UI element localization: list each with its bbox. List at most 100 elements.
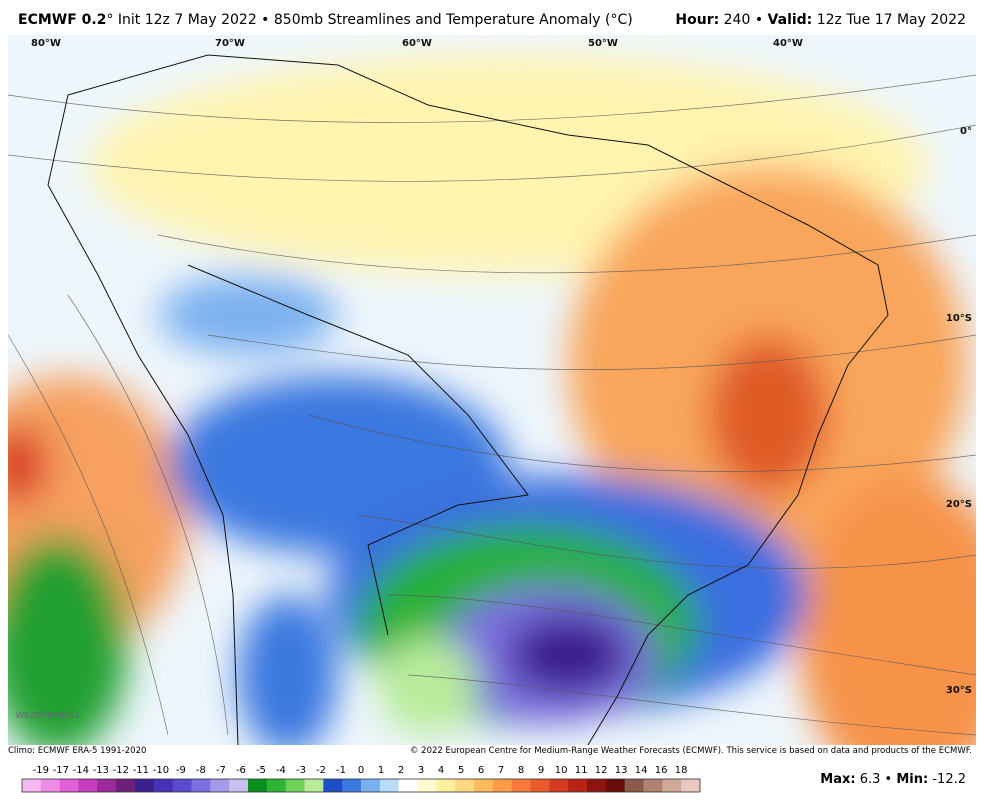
valid: 12z Tue 17 May 2022 — [812, 12, 966, 28]
swatch — [59, 779, 79, 792]
swatch — [511, 779, 531, 792]
colorbar-label: 1 — [378, 765, 384, 776]
swatch — [135, 779, 155, 792]
lon-label: 80°W — [31, 38, 61, 49]
colorbar-label: -7 — [216, 765, 226, 776]
header-left: ECMWF 0.2° Init 12z 7 May 2022 • 850mb S… — [18, 12, 633, 28]
colorbar-label: 2 — [398, 765, 404, 776]
lon-label: 50°W — [588, 38, 618, 49]
colorbar-label: -13 — [93, 765, 109, 776]
colorbar-label: 8 — [518, 765, 524, 776]
swatch — [191, 779, 211, 792]
title: ° Init 12z 7 May 2022 • 850mb Streamline… — [106, 12, 633, 28]
swatch — [22, 779, 42, 792]
lat-label: 0° — [960, 126, 972, 137]
header-right: Hour: 240 • Valid: 12z Tue 17 May 2022 — [675, 12, 966, 28]
swatch — [153, 779, 174, 792]
logo: WEATHERBELL — [15, 711, 80, 720]
lon-label: 40°W — [773, 38, 803, 49]
swatch — [436, 779, 456, 792]
climo: Climo: ECMWF ERA-5 1991-2020 — [8, 746, 147, 756]
coastlines — [47, 54, 889, 745]
model: ECMWF 0.2 — [18, 12, 107, 28]
colorbar-label: 18 — [675, 765, 688, 776]
colorbar-label: -1 — [336, 765, 346, 776]
swatch — [681, 779, 701, 792]
swatch — [229, 779, 249, 792]
field — [8, 35, 976, 745]
colorbar-label: -5 — [256, 765, 266, 776]
colorbar-label: -2 — [316, 765, 326, 776]
hour-label: Hour: — [675, 12, 720, 28]
colorbar-label: 9 — [538, 765, 544, 776]
colorbar-label: -12 — [113, 765, 129, 776]
colorbar-label: -10 — [153, 765, 169, 776]
min-value: -12.2 — [932, 772, 966, 787]
swatch — [549, 779, 569, 792]
lat-label: 30°S — [946, 685, 972, 696]
swatch — [304, 779, 324, 792]
swatch — [285, 779, 305, 792]
swatch — [323, 779, 343, 792]
swatch — [172, 779, 192, 792]
streamlines — [8, 74, 976, 736]
colorbar-label: 14 — [635, 765, 648, 776]
colorbar-label: 16 — [655, 765, 668, 776]
swatch — [587, 779, 607, 792]
swatch — [379, 779, 400, 792]
swatch — [530, 779, 550, 792]
colorbar-label: 12 — [595, 765, 608, 776]
hour: 240 • — [719, 12, 768, 28]
colorbar-frame — [21, 778, 701, 793]
lat-label: 10°S — [946, 313, 972, 324]
lon-label: 70°W — [215, 38, 245, 49]
colorbar-label: -4 — [276, 765, 286, 776]
swatch — [662, 779, 682, 792]
swatch — [266, 779, 287, 792]
max-label: Max: — [820, 772, 856, 787]
swatch — [492, 779, 513, 792]
swatch — [417, 779, 437, 792]
copyright: © 2022 European Centre for Medium-Range … — [409, 746, 972, 756]
colorbar: -19 -17 -14 -13 -12 -11 -10 -9 -8 -7 -6 -5 -4 -3 -2 -1 0… — [21, 765, 701, 793]
colorbar-label: 6 — [478, 765, 484, 776]
max-min: Max: 6.3 • Min: -12.2 — [820, 772, 966, 787]
swatch — [78, 779, 98, 792]
map: 80°W 70°W 60°W 50°W 40°W 0° 10°S 20°S 30°S WEATHE… — [8, 35, 976, 745]
swatch — [342, 779, 362, 792]
valid-label: Valid: — [767, 12, 813, 28]
swatch — [568, 779, 588, 792]
colorbar-label: 11 — [575, 765, 588, 776]
swatch — [248, 779, 268, 792]
colorbar-label: 3 — [418, 765, 424, 776]
colorbar-label: 7 — [498, 765, 504, 776]
max-value: 6.3 — [859, 772, 881, 787]
colorbar-label: -3 — [296, 765, 306, 776]
separator: • — [880, 772, 897, 787]
colorbar-label: -17 — [53, 765, 69, 776]
colorbar-label: -9 — [176, 765, 186, 776]
swatch — [97, 779, 117, 792]
colorbar-label: 0 — [358, 765, 364, 776]
colorbar-label: -6 — [236, 765, 246, 776]
swatch — [474, 779, 494, 792]
colorbar-label: -14 — [73, 765, 89, 776]
colorbar-label: 13 — [615, 765, 628, 776]
swatch — [398, 779, 418, 792]
lat-label: 20°S — [946, 499, 972, 510]
colorbar-label: 10 — [555, 765, 568, 776]
swatch — [605, 779, 626, 792]
colorbar-label: 4 — [438, 765, 444, 776]
colorbar-label: -8 — [196, 765, 206, 776]
lon-label: 60°W — [402, 38, 432, 49]
swatch — [116, 779, 136, 792]
colorbar-label: -11 — [133, 765, 149, 776]
swatch — [210, 779, 230, 792]
colorbar-label: 5 — [458, 765, 464, 776]
swatch — [643, 779, 663, 792]
swatch — [40, 779, 61, 792]
colorbar-label: -19 — [33, 765, 49, 776]
swatch — [361, 779, 381, 792]
min-label: Min: — [896, 772, 929, 787]
